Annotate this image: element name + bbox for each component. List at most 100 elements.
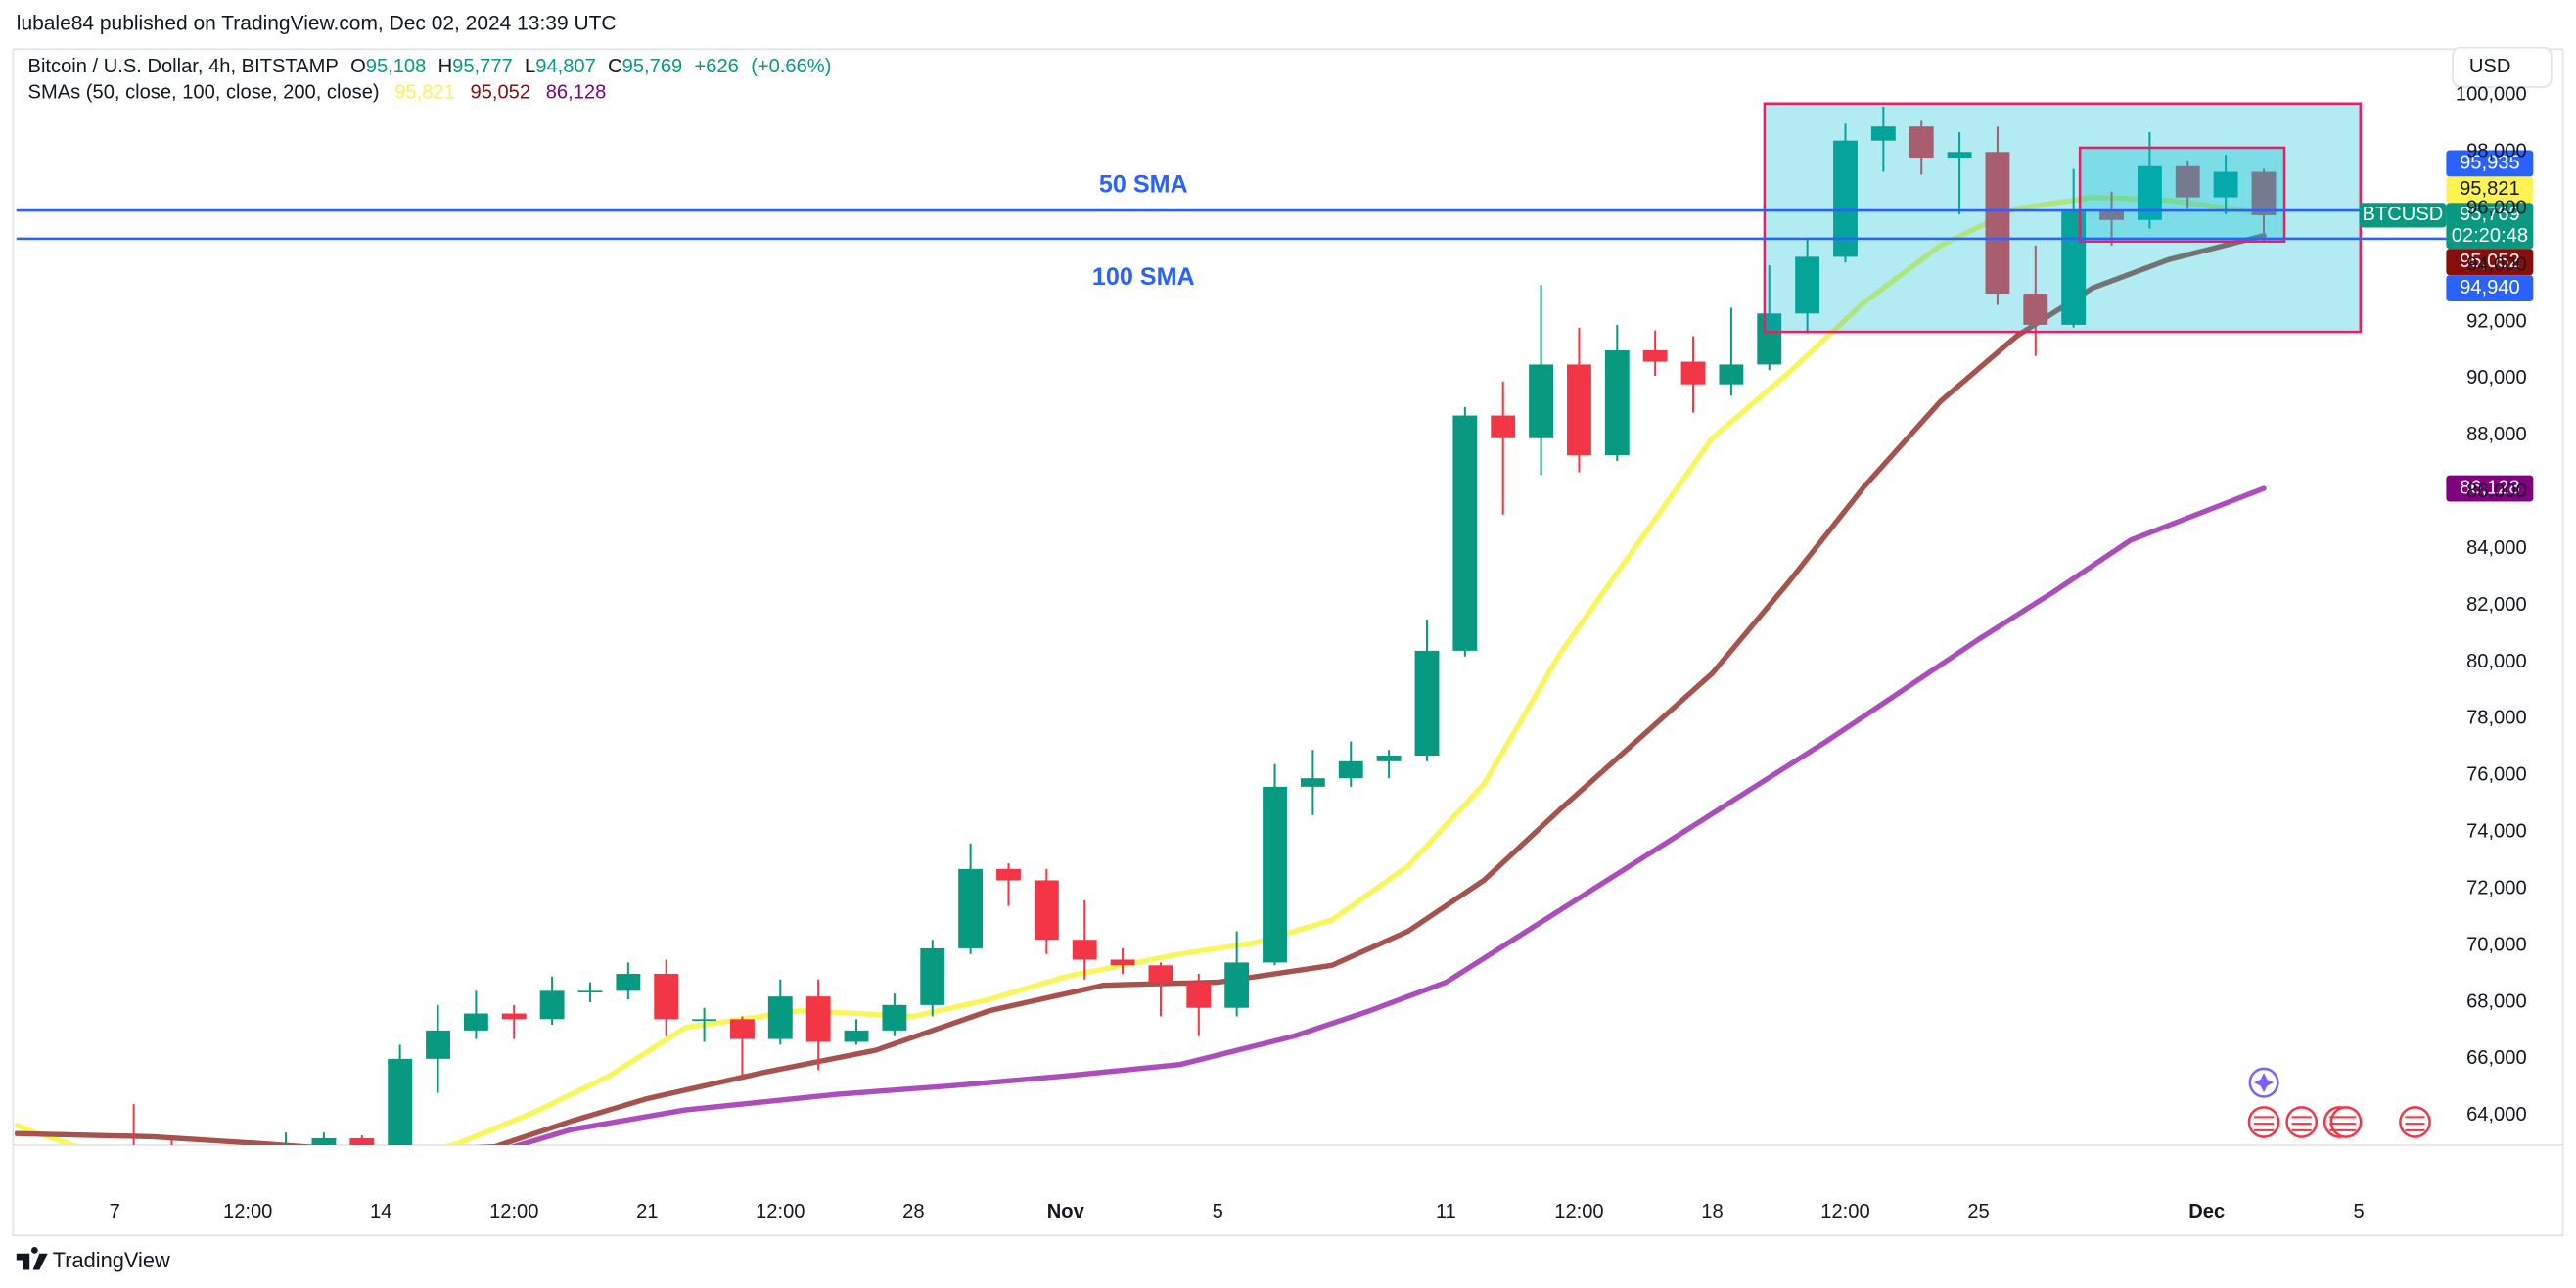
candle-body	[426, 1030, 450, 1059]
x-tick-label: 25	[1967, 1201, 1989, 1222]
price-label-box	[2446, 249, 2534, 276]
ohlc-key: H	[438, 56, 453, 77]
plot-area	[15, 102, 2363, 1145]
price-label: 94,940	[2446, 275, 2534, 301]
candle-body	[920, 947, 945, 1005]
y-tick-label: 74,000	[2466, 821, 2527, 843]
ohlc-value: 94,807	[535, 56, 596, 77]
sma-line	[15, 233, 2267, 1145]
line-annotation: 100 SMA	[1092, 263, 1195, 291]
candle-body	[1642, 349, 1668, 362]
candle-body	[1719, 364, 1744, 385]
candle-body	[1567, 364, 1591, 456]
brand-name: TradingView	[53, 1248, 170, 1272]
y-tick-label: 90,000	[2466, 367, 2527, 389]
x-tick-label: Nov	[1047, 1201, 1085, 1222]
price-label: 95,935	[2446, 150, 2534, 177]
candle-body	[463, 1013, 488, 1031]
candle-body	[2213, 171, 2238, 198]
symbol-name: Bitcoin / U.S. Dollar, 4h, BITSTAMP	[28, 56, 339, 77]
y-tick-label: 84,000	[2466, 537, 2527, 559]
candle-body	[539, 990, 565, 1020]
y-tick-label: 96,000	[2466, 197, 2527, 218]
candle-body	[844, 1030, 869, 1042]
change: +626	[695, 56, 739, 77]
candle-body	[616, 973, 641, 991]
y-tick-label: 88,000	[2466, 424, 2527, 445]
countdown: 02:20:48	[2452, 225, 2528, 247]
sma-value: 86,128	[546, 82, 607, 104]
brand: TradingView	[16, 1247, 170, 1272]
ohlc-value: 95,769	[622, 56, 683, 77]
candle-body	[2251, 171, 2277, 215]
y-tick-label: 94,000	[2466, 253, 2527, 275]
currency-box[interactable]	[2452, 46, 2553, 88]
publish-info: lubale84 published on TradingView.com, D…	[17, 13, 617, 35]
candle-body	[1870, 126, 1896, 141]
candle-body	[1338, 760, 1363, 779]
x-tick-label: 12:00	[756, 1201, 805, 1222]
ohlc-key: C	[608, 56, 622, 77]
candle-body	[1263, 786, 1287, 963]
price-label-box	[2446, 203, 2534, 250]
x-tick-label: Dec	[2188, 1201, 2225, 1222]
price-label-box	[2446, 176, 2534, 204]
x-tick-label: 7	[110, 1201, 120, 1222]
candle-body	[1452, 415, 1478, 651]
price-label-box	[2446, 150, 2534, 177]
legend-symbol: Bitcoin / U.S. Dollar, 4h, BITSTAMP O 95,…	[28, 56, 832, 77]
event-icon[interactable]	[2247, 1106, 2280, 1138]
x-tick-label: 5	[2354, 1201, 2365, 1222]
price-label-text: 95,935	[2460, 152, 2520, 173]
y-tick-label: 70,000	[2466, 934, 2527, 955]
candle-body	[1376, 756, 1402, 761]
candle-body	[882, 1004, 907, 1031]
candle-body	[577, 990, 603, 993]
price-label-text: 94,940	[2460, 277, 2520, 299]
range-box	[2078, 146, 2286, 244]
range-box	[1763, 102, 2363, 334]
event-icon[interactable]	[2399, 1106, 2431, 1138]
ohlc-value: 95,777	[452, 56, 513, 77]
x-tick-label: 21	[636, 1201, 658, 1222]
candle-body	[1148, 965, 1173, 983]
candle-body	[1491, 415, 1516, 438]
x-tick-label: 18	[1701, 1201, 1723, 1222]
chart-frame	[12, 48, 2564, 1237]
y-tick-label: 82,000	[2466, 594, 2527, 616]
candle-body	[1072, 940, 1097, 960]
currency[interactable]: USD	[2469, 56, 2511, 77]
candle-body	[692, 1019, 717, 1021]
y-tick-label: 76,000	[2466, 764, 2527, 786]
change-percent: (+0.66%)	[751, 56, 831, 77]
event-flag-stripes	[2254, 1116, 2425, 1131]
price-label-text: 95,821	[2460, 178, 2520, 200]
ohlc-key: L	[525, 56, 535, 77]
candle-body	[2061, 211, 2087, 325]
x-tick-label: 12:00	[1820, 1201, 1869, 1222]
x-tick-label: 5	[1213, 1201, 1223, 1222]
candle-body	[1680, 361, 1706, 385]
candle-body	[1757, 313, 1782, 365]
sma-line	[15, 194, 2267, 1145]
y-tick-label: 68,000	[2466, 990, 2527, 1012]
event-icon[interactable]	[2329, 1106, 2363, 1138]
y-tick-label: 98,000	[2466, 141, 2527, 162]
ohlc-key: O	[350, 56, 366, 77]
price-label-text: 86,128	[2460, 477, 2520, 498]
candle-body	[805, 996, 831, 1042]
event-star	[2254, 1073, 2275, 1093]
x-tick-label: 28	[902, 1201, 924, 1222]
y-tick-label: 66,000	[2466, 1047, 2527, 1069]
symbol-label-box	[2359, 203, 2447, 228]
price-label: 86,128	[2446, 475, 2534, 502]
candle-body	[1300, 778, 1325, 787]
y-tick-label: 92,000	[2466, 310, 2527, 332]
candle-body	[311, 1137, 337, 1145]
candle-body	[958, 868, 984, 948]
sma-line	[510, 485, 2267, 1145]
y-tick-label: 72,000	[2466, 877, 2527, 898]
event-icon[interactable]	[2285, 1106, 2319, 1138]
